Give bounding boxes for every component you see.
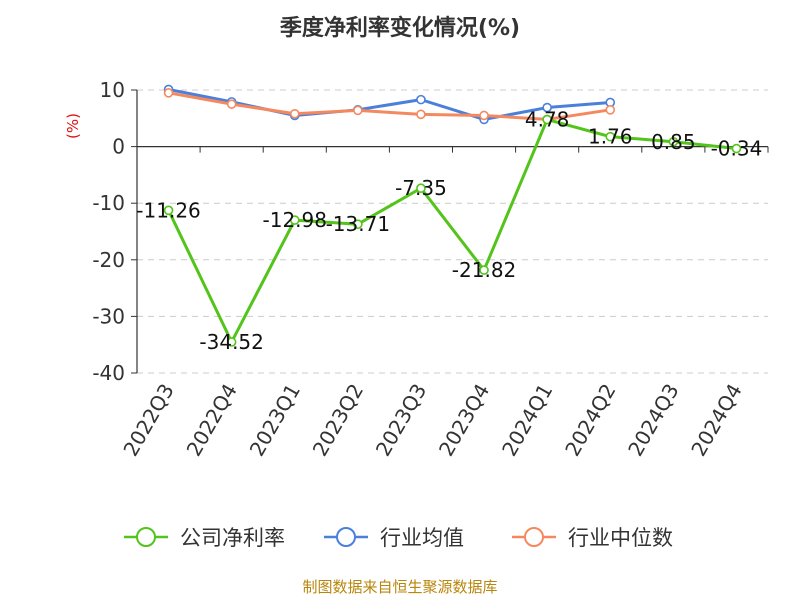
data-point <box>479 265 489 275</box>
data-label: 4.78 <box>525 108 570 132</box>
data-label: -11.26 <box>136 198 200 222</box>
legend-marker <box>136 527 156 547</box>
source-note: 制图数据来自恒生聚源数据库 <box>302 578 497 596</box>
x-tick-label: 2023Q1 <box>245 380 305 461</box>
legend-entry: 公司净利率 <box>180 526 285 550</box>
x-tick-label: 2022Q4 <box>182 380 242 461</box>
data-point <box>416 183 426 194</box>
data-point <box>542 114 552 125</box>
y-tick-label: 10 <box>100 78 125 102</box>
data-point <box>668 136 679 147</box>
y-tick-label: -30 <box>92 304 125 328</box>
y-axis-label: (%) <box>64 113 82 139</box>
data-point <box>731 143 742 154</box>
data-point <box>542 102 552 113</box>
series-line <box>168 91 611 121</box>
data-point <box>416 94 426 105</box>
data-label: -21.82 <box>452 258 516 282</box>
x-tick-label: 2024Q3 <box>623 380 683 461</box>
x-tick-label: 2024Q4 <box>686 380 746 461</box>
data-label: -13.71 <box>326 212 390 236</box>
data-point <box>416 109 426 120</box>
data-point <box>479 110 489 121</box>
series-line <box>167 118 737 344</box>
legend-entry: 行业均值 <box>380 526 464 550</box>
x-tick-label: 2024Q1 <box>497 380 557 461</box>
data-labels: -11.26 -34.52 -12.98-13.71-7.35 -21.82 4.78 1… <box>136 108 762 354</box>
data-point <box>605 105 616 115</box>
data-point <box>163 205 174 216</box>
data-point <box>226 99 237 109</box>
series-layer <box>163 84 742 347</box>
data-point <box>226 337 237 347</box>
x-tick-label: 2023Q3 <box>371 380 431 461</box>
data-point <box>289 215 300 225</box>
legend-marker <box>524 527 544 547</box>
data-point <box>605 131 616 142</box>
chart-title: 季度净利率变化情况(%) <box>280 15 520 41</box>
legend-marker <box>336 527 356 547</box>
data-point <box>353 105 363 116</box>
legend-entry: 行业中位数 <box>568 526 673 550</box>
x-tick-label: 2024Q2 <box>560 380 620 461</box>
data-label: -0.34 <box>711 137 763 161</box>
x-tick-label: 2023Q4 <box>434 380 494 461</box>
y-tick-label: -10 <box>92 191 125 215</box>
data-label: 1.76 <box>588 125 633 149</box>
y-tick-label: -40 <box>92 361 125 385</box>
data-point <box>353 219 363 229</box>
data-point <box>163 88 174 98</box>
data-label: 0.85 <box>651 130 696 154</box>
data-label: -34.52 <box>199 330 263 354</box>
series-line <box>168 87 611 121</box>
y-tick-label: -20 <box>92 248 125 272</box>
legend: 公司净利率 行业均值 行业中位数 <box>124 526 673 550</box>
data-label: -7.35 <box>395 176 447 200</box>
data-point <box>289 108 300 119</box>
x-tick-label: 2022Q3 <box>118 380 178 461</box>
y-tick-label: 0 <box>112 135 125 159</box>
x-tick-label: 2023Q2 <box>308 380 368 461</box>
data-label: -12.98 <box>263 208 327 232</box>
